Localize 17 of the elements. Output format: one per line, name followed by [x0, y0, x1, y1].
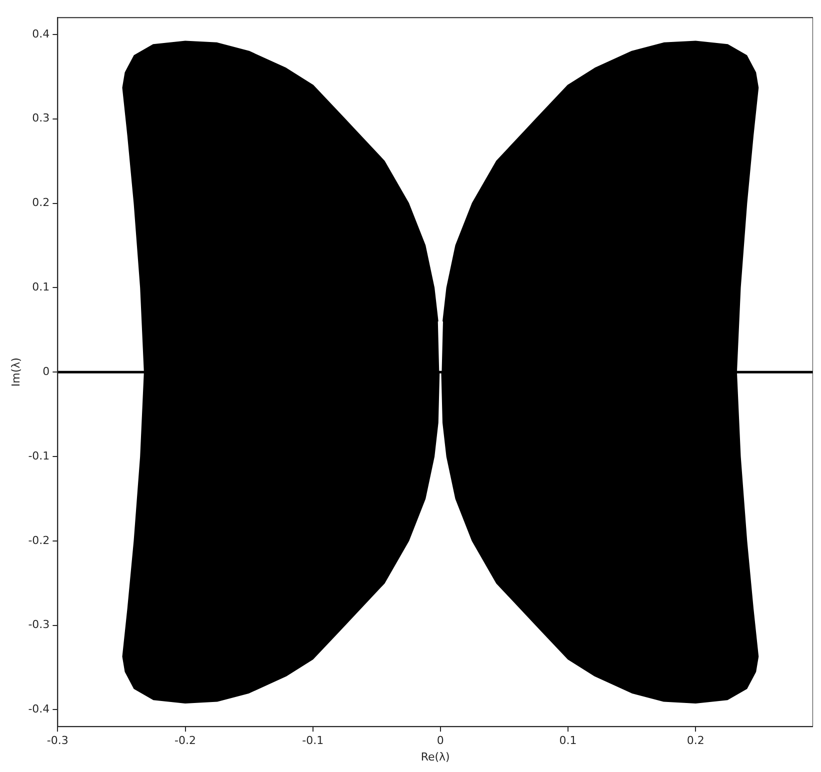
y-tick-label: -0.1	[28, 449, 50, 462]
x-tick-label: -0.1	[302, 734, 324, 748]
x-tick-label: -0.3	[46, 734, 68, 748]
x-tick-label: 0	[436, 734, 444, 748]
x-tick-label: 0.1	[559, 734, 577, 748]
y-tick-label: 0	[42, 364, 50, 378]
x-axis-title: Re(λ)	[420, 750, 450, 764]
y-tick-label: 0.3	[32, 112, 50, 125]
x-tick-label: -0.2	[174, 734, 196, 748]
y-tick-label: 0.2	[32, 196, 50, 210]
y-tick-label: 0.4	[32, 27, 50, 40]
y-tick-label: -0.4	[28, 702, 50, 716]
y-tick-label: -0.3	[28, 618, 50, 632]
y-tick-label: 0.1	[32, 280, 50, 294]
y-tick-label: -0.2	[28, 534, 50, 547]
y-axis-title: Im(λ)	[9, 358, 22, 387]
x-tick-label: 0.2	[686, 734, 704, 748]
